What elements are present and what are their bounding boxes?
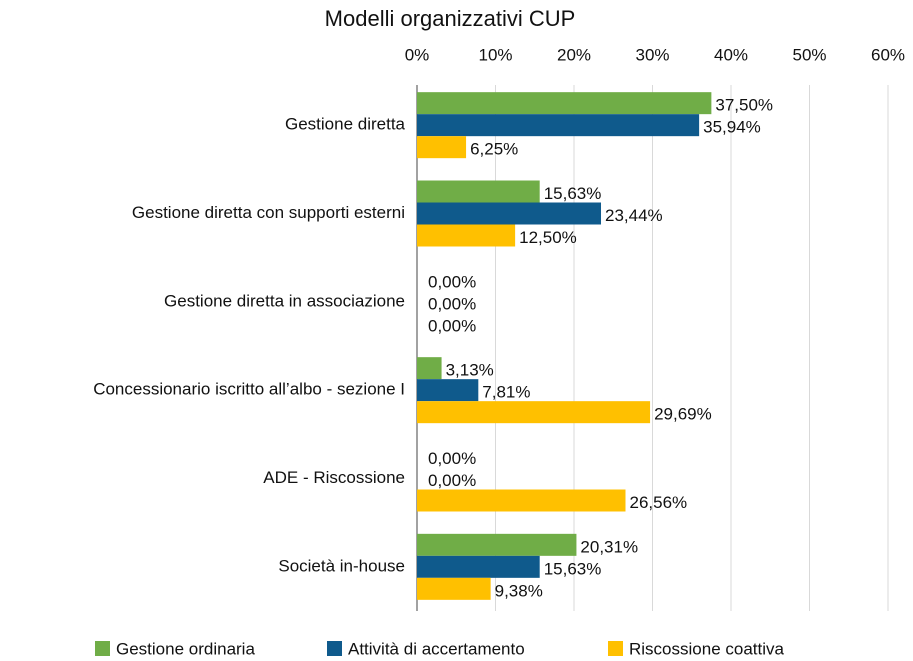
legend-swatch <box>327 641 342 656</box>
bar <box>417 114 700 137</box>
bar <box>417 180 540 203</box>
value-label: 29,69% <box>654 405 712 424</box>
x-tick-label: 10% <box>478 45 512 64</box>
y-tick-label: Gestione diretta in associazione <box>164 291 405 310</box>
value-label: 26,56% <box>629 493 687 512</box>
legend-label: Riscossione coattiva <box>629 639 785 658</box>
y-tick-label: Concessionario iscritto all’albo - sezio… <box>93 380 405 399</box>
y-tick-label: Società in-house <box>278 556 405 575</box>
value-label: 15,63% <box>544 559 602 578</box>
value-label: 0,00% <box>428 471 476 490</box>
x-tick-label: 50% <box>792 45 826 64</box>
y-tick-label: Gestione diretta <box>285 115 406 134</box>
value-label: 12,50% <box>519 228 577 247</box>
x-tick-label: 30% <box>635 45 669 64</box>
bar <box>417 555 540 578</box>
value-label: 35,94% <box>703 118 761 137</box>
legend-swatch <box>608 641 623 656</box>
y-tick-label: Gestione diretta con supporti esterni <box>132 203 405 222</box>
value-label: 9,38% <box>495 581 543 600</box>
value-label: 0,00% <box>428 449 476 468</box>
value-label: 15,63% <box>544 184 602 203</box>
value-label: 0,00% <box>428 316 476 335</box>
bar <box>417 224 516 247</box>
x-tick-label: 40% <box>714 45 748 64</box>
value-label: 0,00% <box>428 294 476 313</box>
value-label: 37,50% <box>715 96 773 115</box>
value-label: 6,25% <box>470 140 518 159</box>
bar <box>417 92 712 115</box>
value-label: 0,00% <box>428 272 476 291</box>
bar <box>417 136 467 159</box>
x-tick-label: 20% <box>557 45 591 64</box>
legend-label: Gestione ordinaria <box>116 639 255 658</box>
bar <box>417 357 442 380</box>
bar <box>417 489 626 512</box>
y-tick-label: ADE - Riscossione <box>263 468 405 487</box>
bar <box>417 533 577 556</box>
x-tick-label: 0% <box>405 45 430 64</box>
legend-swatch <box>95 641 110 656</box>
bar <box>417 401 651 424</box>
value-label: 23,44% <box>605 206 663 225</box>
value-label: 7,81% <box>482 383 530 402</box>
bar <box>417 577 491 600</box>
chart-title: Modelli organizzativi CUP <box>325 6 576 31</box>
legend-label: Attività di accertamento <box>348 639 525 658</box>
bar <box>417 202 602 225</box>
value-label: 20,31% <box>580 537 638 556</box>
bar <box>417 379 479 402</box>
value-label: 3,13% <box>446 361 494 380</box>
x-tick-label: 60% <box>871 45 905 64</box>
